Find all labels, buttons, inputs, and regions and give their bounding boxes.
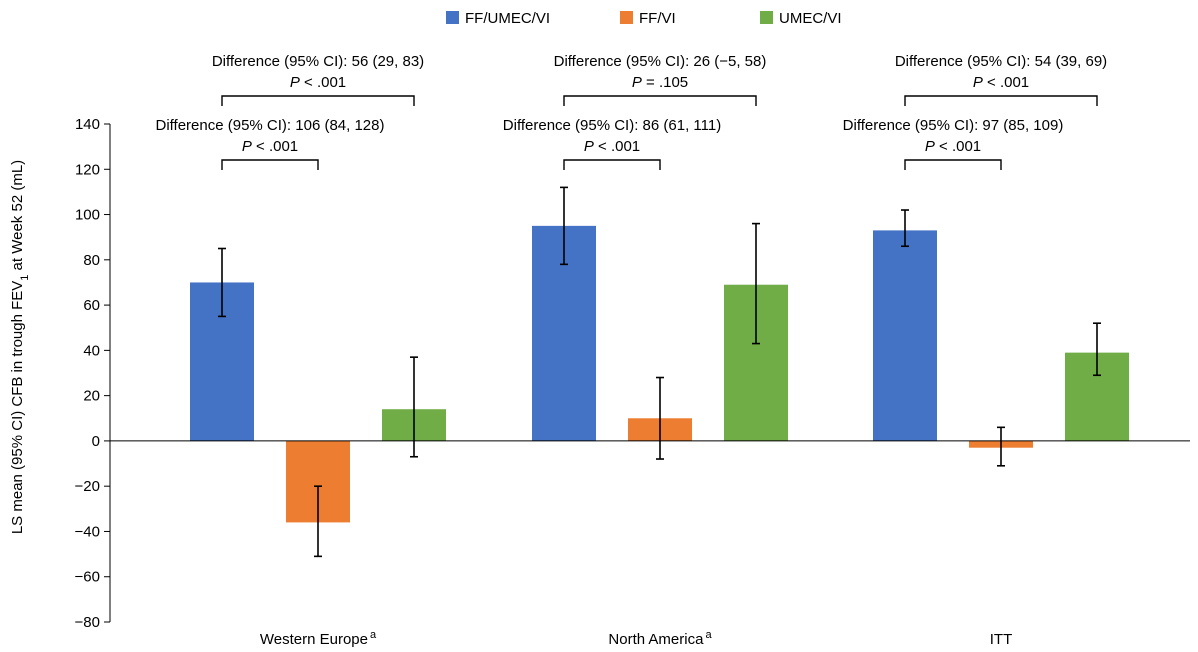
x-axis: Western Europe a North America a ITT xyxy=(110,440,1190,648)
legend-swatch-2 xyxy=(760,11,773,24)
legend-swatch-0 xyxy=(446,11,459,24)
comparison-p-value-5: P < .001 xyxy=(925,138,981,155)
category-label-1: North America a xyxy=(608,629,712,648)
comparison-bracket-5 xyxy=(904,159,1002,170)
y-tick-label: 100 xyxy=(75,207,100,224)
comparison-difference-3: Difference (95% CI): 86 (61, 111) xyxy=(503,117,721,134)
y-tick-label: 80 xyxy=(83,252,100,269)
comparison-bracket-2 xyxy=(563,95,757,106)
comparison-bracket-4 xyxy=(904,95,1098,106)
comparison-difference-2: Difference (95% CI): 26 (−5, 58) xyxy=(554,53,767,70)
comparison-p-value-4: P < .001 xyxy=(973,74,1029,91)
category-label-0: Western Europe a xyxy=(260,629,377,648)
y-tick-label: 40 xyxy=(83,342,100,359)
y-tick-label: 0 xyxy=(92,433,100,450)
comparison-annotations: Difference (95% CI): 56 (29, 83) P < .001… xyxy=(155,53,1107,170)
comparison-bracket-3 xyxy=(563,159,661,170)
bars xyxy=(190,225,1129,523)
y-tick-label: 140 xyxy=(75,116,100,133)
y-axis: −80 −60 −40 −20 0 20 40 60 80 100 120 140 xyxy=(75,116,111,631)
comparison-p-value-1: P < .001 xyxy=(242,138,298,155)
legend-label-2: UMEC/VI xyxy=(779,10,842,27)
comparison-p-value-2: P = .105 xyxy=(632,74,688,91)
y-tick-label: −80 xyxy=(75,614,100,631)
y-tick-label: 120 xyxy=(75,161,100,178)
category-label-2: ITT xyxy=(990,631,1013,648)
comparison-difference-0: Difference (95% CI): 56 (29, 83) xyxy=(212,53,424,70)
comparison-bracket-0 xyxy=(221,95,415,106)
legend-label-1: FF/VI xyxy=(639,10,676,27)
bar-0-2 xyxy=(873,230,937,441)
comparison-p-value-3: P < .001 xyxy=(584,138,640,155)
legend: FF/UMEC/VI FF/VI UMEC/VI xyxy=(446,10,842,27)
y-tick-label: −20 xyxy=(75,478,100,495)
comparison-p-value-0: P < .001 xyxy=(290,74,346,91)
legend-swatch-1 xyxy=(620,11,633,24)
y-tick-label: −40 xyxy=(75,523,100,540)
y-tick-label: 60 xyxy=(83,297,100,314)
legend-label-0: FF/UMEC/VI xyxy=(465,10,550,27)
y-tick-label: 20 xyxy=(83,388,100,405)
comparison-bracket-1 xyxy=(221,159,319,170)
y-tick-label: −60 xyxy=(75,569,100,586)
comparison-difference-1: Difference (95% CI): 106 (84, 128) xyxy=(155,117,384,134)
error-bars xyxy=(218,186,1101,558)
y-axis-title: LS mean (95% CI) CFB in trough FEV1 at W… xyxy=(9,160,31,534)
comparison-difference-4: Difference (95% CI): 54 (39, 69) xyxy=(895,53,1107,70)
comparison-difference-5: Difference (95% CI): 97 (85, 109) xyxy=(843,117,1064,134)
